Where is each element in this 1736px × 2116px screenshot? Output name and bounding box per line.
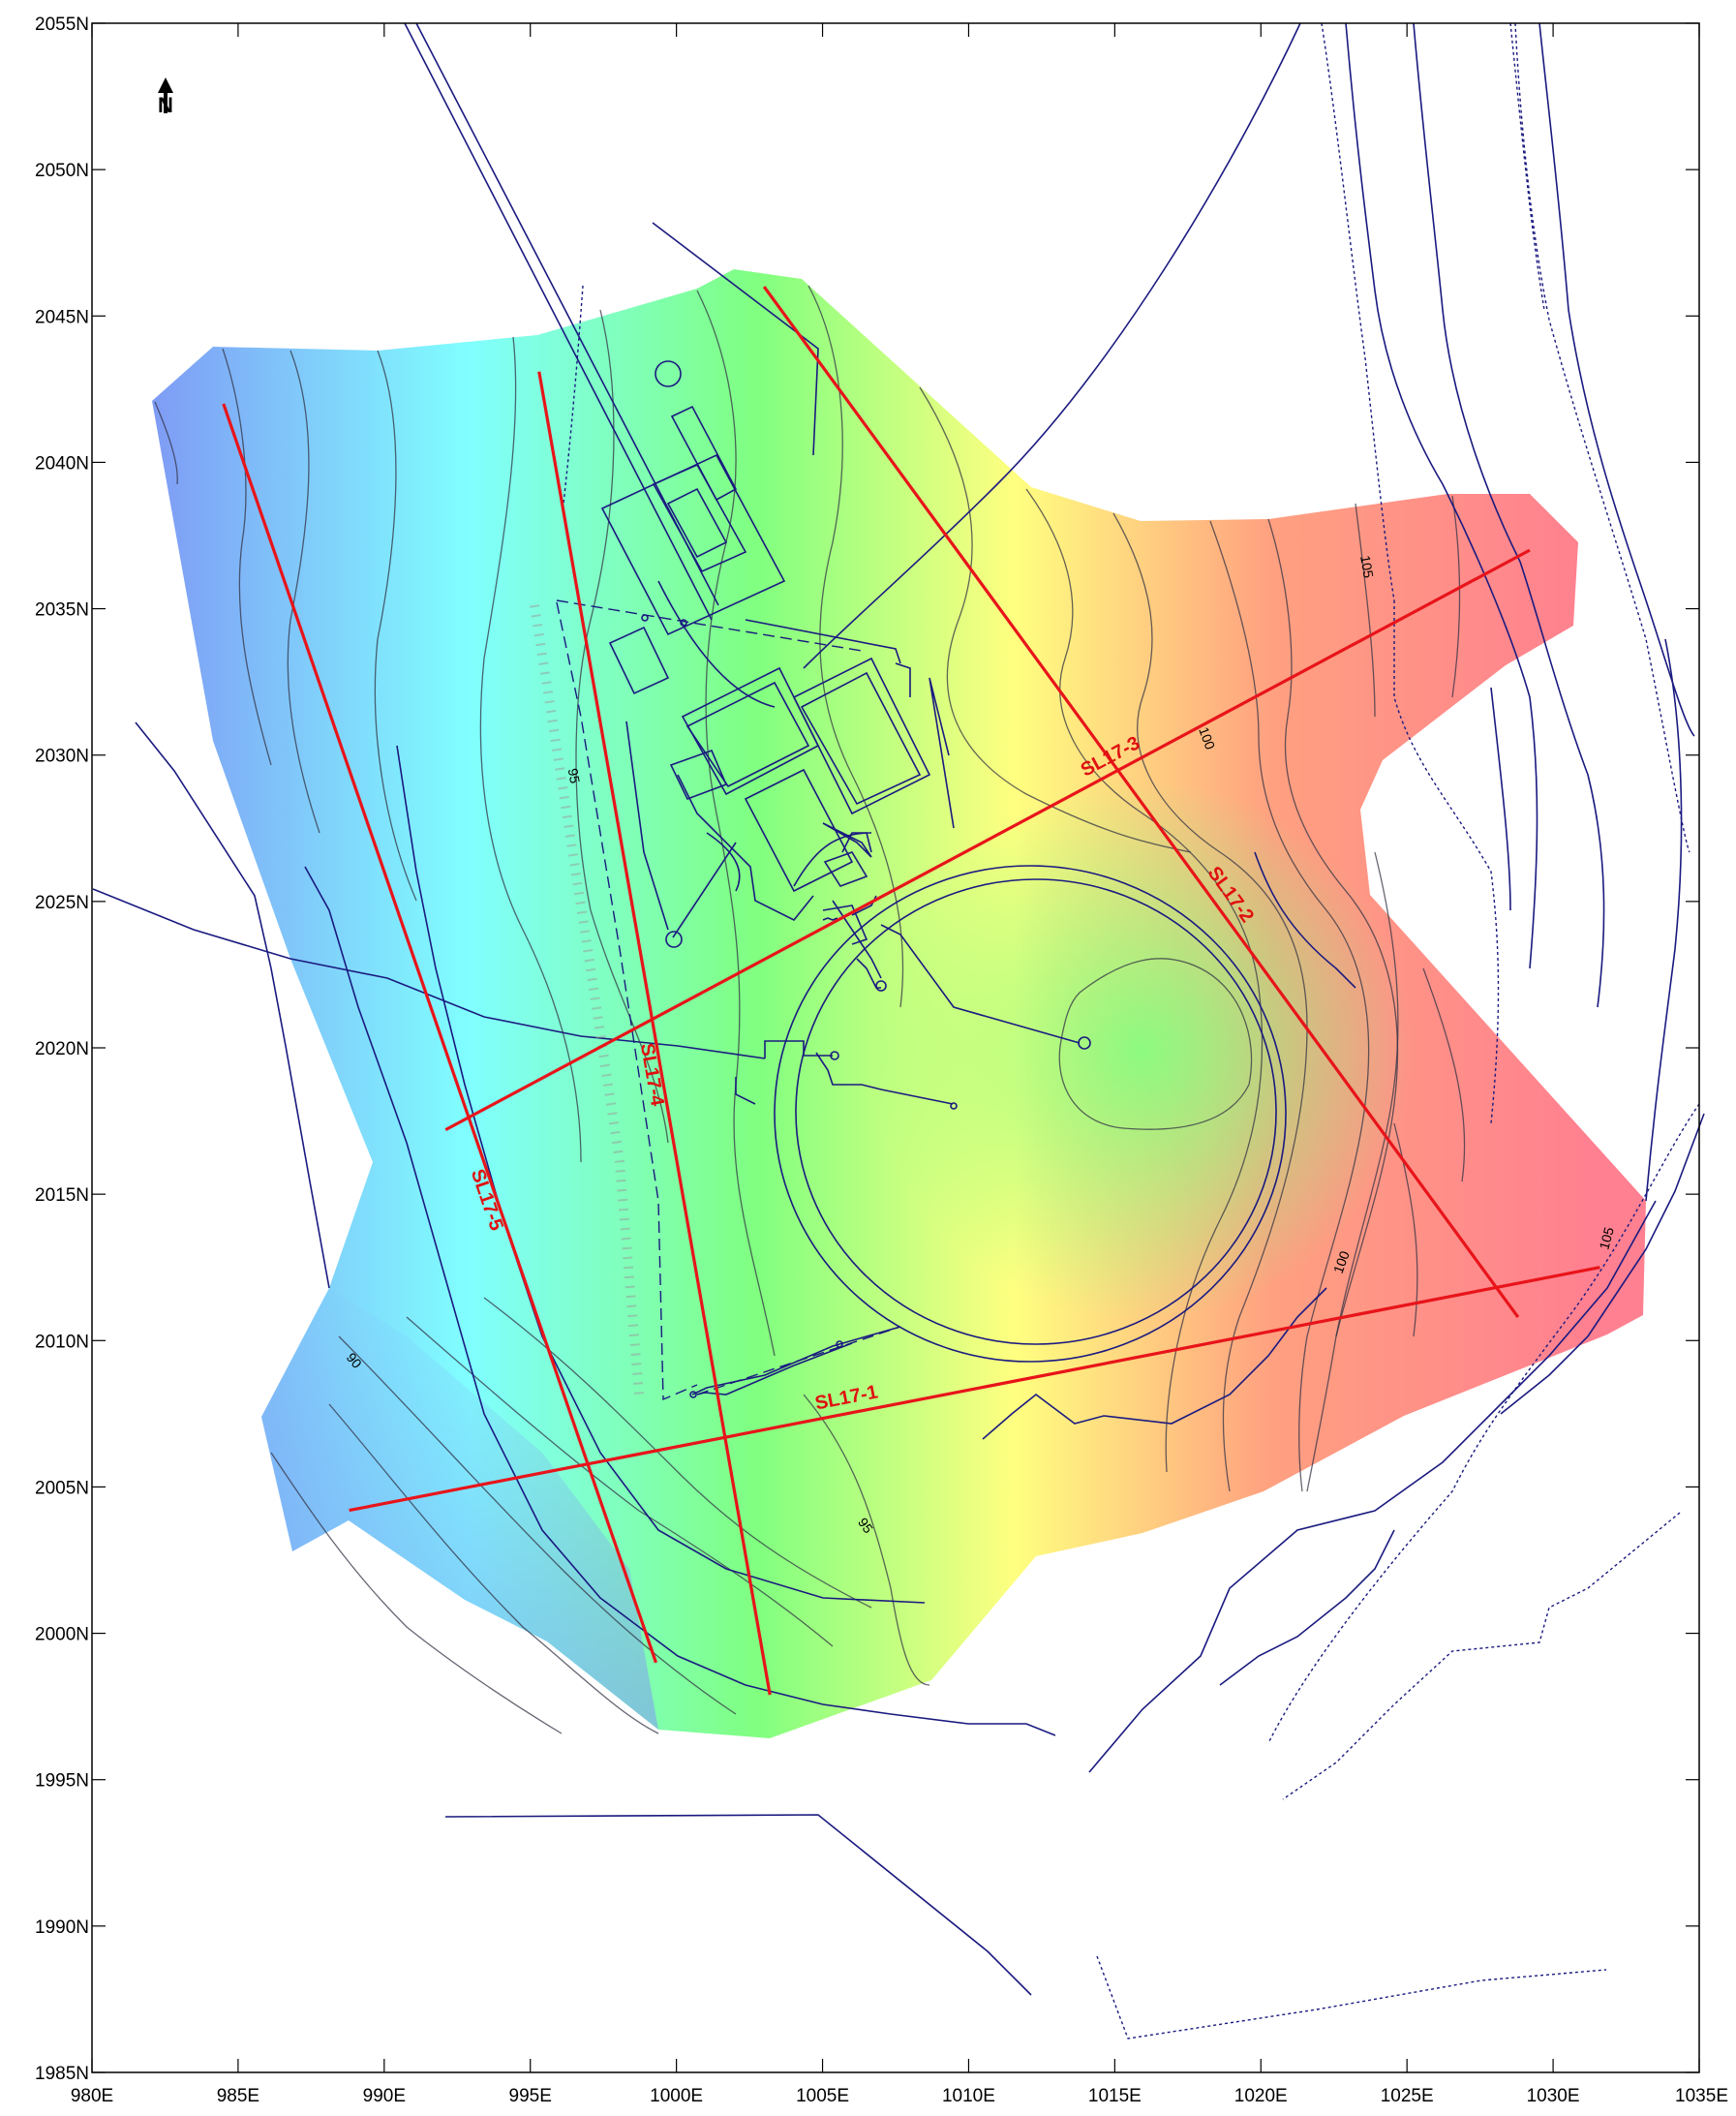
survey-line-sl17-2	[762, 286, 1520, 1319]
contour-labels: 105 100 95 95 90 100 105	[344, 554, 1617, 1536]
y-tick-label: 2020N	[35, 1039, 89, 1059]
survey-line-sl17-4	[537, 371, 772, 1696]
x-tick-label: 980E	[71, 2086, 113, 2106]
y-tick-label: 2015N	[35, 1185, 89, 1206]
north-arrow-label: N	[158, 93, 173, 117]
survey-line-sl17-5	[222, 403, 658, 1664]
x-tick-label: 1035E	[1675, 2086, 1728, 2106]
x-tick-label: 985E	[217, 2086, 259, 2106]
contour-label-105-bottom: 105	[1596, 1225, 1617, 1251]
y-tick-label: 2040N	[35, 453, 89, 474]
site-features	[92, 22, 1705, 1996]
x-tick-label: 1010E	[942, 2086, 995, 2106]
map-frame: 980E 985E 990E 995E 1000E 1005E 1010E 1015E 1020…	[35, 15, 1728, 2106]
y-tick-label: 1985N	[35, 2064, 89, 2084]
contour-label-95-left: 95	[565, 767, 583, 784]
dashed-features	[530, 22, 1700, 2039]
y-tick-label: 2050N	[35, 161, 89, 181]
contour-label-100-top: 100	[1196, 725, 1218, 752]
survey-line-sl17-3	[444, 548, 1531, 1132]
y-tick-label: 2035N	[35, 600, 89, 621]
x-tick-label: 1005E	[796, 2086, 849, 2106]
y-tick-label: 2045N	[35, 307, 89, 327]
x-tick-label: 990E	[363, 2086, 406, 2106]
x-tick-label: 1025E	[1381, 2086, 1434, 2106]
y-tick-label: 2025N	[35, 893, 89, 913]
north-arrow: N	[158, 77, 173, 117]
x-tick-label: 1030E	[1527, 2086, 1580, 2106]
contour-lines	[154, 285, 1466, 1734]
x-tick-label: 1015E	[1088, 2086, 1142, 2106]
y-tick-label: 2030N	[35, 747, 89, 767]
y-tick-label: 2005N	[35, 1478, 89, 1498]
x-tick-label: 995E	[509, 2086, 552, 2106]
contour-label-105-top: 105	[1357, 554, 1377, 579]
y-tick-label: 1995N	[35, 1771, 89, 1792]
x-tick-label: 1000E	[650, 2086, 703, 2106]
y-tick-label: 1990N	[35, 1917, 89, 1938]
y-tick-label: 2055N	[35, 15, 89, 35]
survey-line-sl17-1	[349, 1266, 1600, 1513]
y-tick-label: 2010N	[35, 1332, 89, 1352]
elevation-surface	[152, 269, 1646, 1738]
north-arrow-icon	[158, 77, 173, 113]
y-tick-label: 2000N	[35, 1625, 89, 1645]
x-tick-label: 1020E	[1234, 2086, 1288, 2106]
contour-label-100-bottom: 100	[1330, 1248, 1353, 1275]
